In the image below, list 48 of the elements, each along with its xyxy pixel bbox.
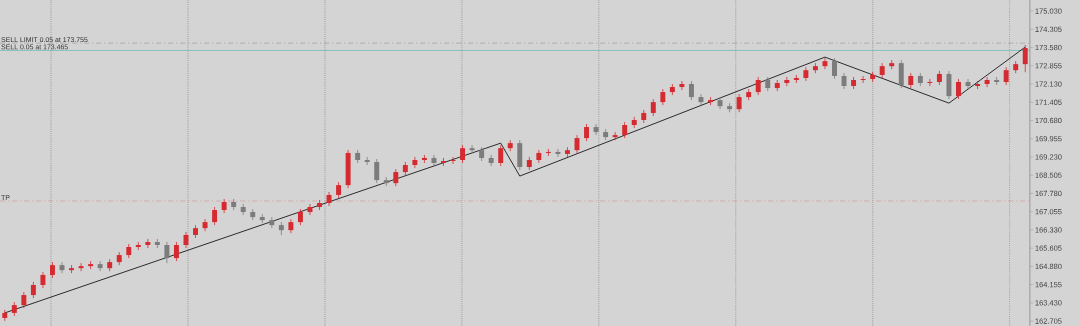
candlestick [498,144,504,167]
candlestick [40,271,46,289]
candlestick [78,262,84,272]
candlestick [173,241,179,262]
candlestick [956,78,961,100]
candlestick [994,76,1000,86]
candlestick [135,241,141,251]
candlestick [927,78,933,87]
candlestick [69,264,75,274]
candlestick [717,96,723,110]
candlestick [221,198,227,214]
candlestick [612,131,618,141]
candlestick [88,260,94,270]
candlestick [441,157,446,167]
candlestick [21,291,27,309]
candlestick [946,70,952,100]
candlestick [164,241,170,264]
candlestick [975,80,981,90]
candlestick [593,123,599,136]
candlestick [517,139,523,171]
candlestick [469,144,475,154]
candlestick [202,218,208,232]
candlestick [736,93,742,113]
candlestick [984,76,990,88]
candlestick [755,76,761,96]
candlestick [431,154,437,167]
candlestick [898,59,904,89]
candlestick [212,206,218,226]
candlestick [841,72,847,90]
candlestick [326,191,332,207]
candlestick [688,80,694,101]
candlestick [307,203,313,216]
candlestick [1022,44,1028,73]
candlestick [832,57,837,80]
candlestick [555,148,561,158]
candlestick [803,66,809,82]
candlestick [412,156,418,169]
candlestick [374,158,380,184]
candlestick [97,260,103,272]
candlestick [822,57,828,70]
candlestick [860,75,866,84]
candlestick [288,218,294,234]
candlestick [545,148,551,157]
candlestick [793,74,799,84]
candlestick [708,96,713,106]
candlestick [679,80,685,91]
candlestick [421,154,427,164]
candlestick [364,156,370,166]
